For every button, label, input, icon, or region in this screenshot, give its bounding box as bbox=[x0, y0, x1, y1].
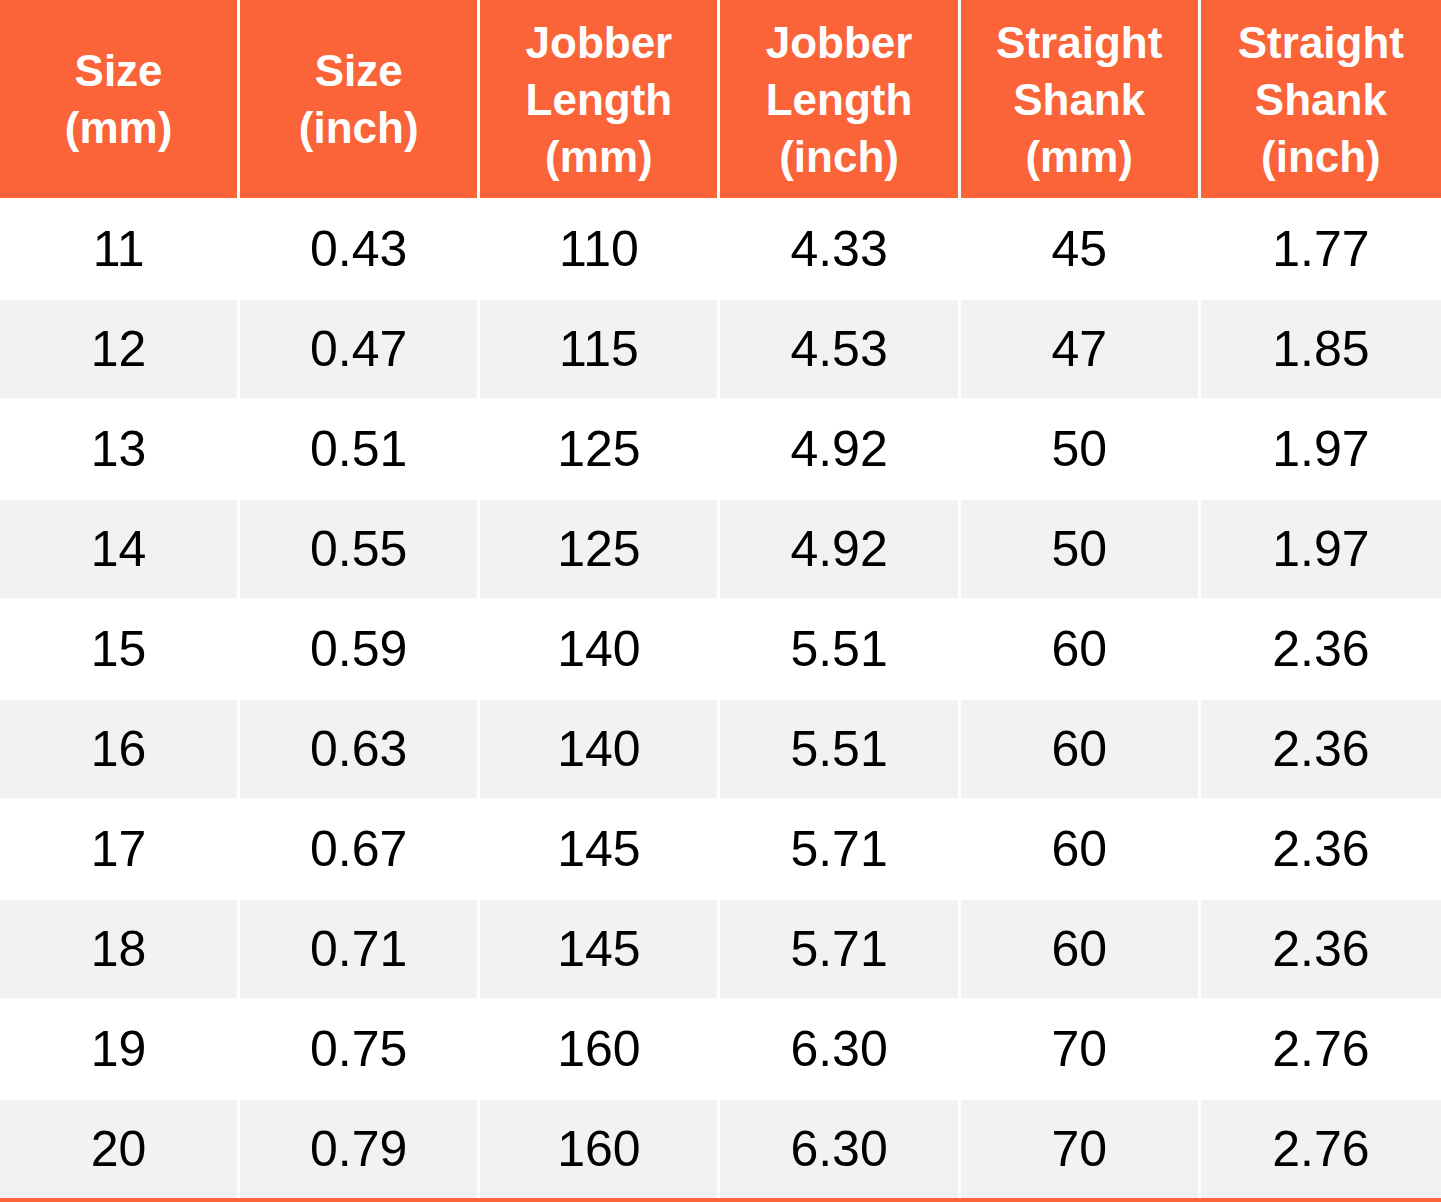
table-cell-size-mm: 19 bbox=[0, 998, 240, 1098]
table-cell-straight-shank-mm: 60 bbox=[961, 598, 1201, 698]
table-cell-jobber-length-inch: 6.30 bbox=[720, 998, 960, 1098]
table-cell-straight-shank-inch: 2.36 bbox=[1201, 698, 1441, 798]
table-cell-size-mm: 20 bbox=[0, 1098, 240, 1198]
table-cell-jobber-length-inch: 4.92 bbox=[720, 398, 960, 498]
table-cell-size-inch: 0.59 bbox=[240, 598, 480, 698]
table-cell-jobber-length-mm: 145 bbox=[480, 798, 720, 898]
table-cell-straight-shank-inch: 2.76 bbox=[1201, 1098, 1441, 1198]
table-cell-straight-shank-inch: 2.76 bbox=[1201, 998, 1441, 1098]
header-cell-jobber-length-mm: Jobber Length (mm) bbox=[480, 0, 720, 198]
table-cell-straight-shank-mm: 50 bbox=[961, 398, 1201, 498]
table-cell-jobber-length-mm: 145 bbox=[480, 898, 720, 998]
table-cell-jobber-length-mm: 110 bbox=[480, 198, 720, 298]
table-cell-jobber-length-mm: 140 bbox=[480, 698, 720, 798]
table-cell-size-inch: 0.47 bbox=[240, 298, 480, 398]
table-cell-straight-shank-mm: 45 bbox=[961, 198, 1201, 298]
header-cell-straight-shank-mm: Straight Shank (mm) bbox=[961, 0, 1201, 198]
table-cell-size-mm: 18 bbox=[0, 898, 240, 998]
table-cell-size-inch: 0.71 bbox=[240, 898, 480, 998]
table-cell-size-inch: 0.51 bbox=[240, 398, 480, 498]
table-cell-jobber-length-inch: 4.33 bbox=[720, 198, 960, 298]
table-cell-jobber-length-inch: 4.92 bbox=[720, 498, 960, 598]
table-cell-jobber-length-mm: 125 bbox=[480, 498, 720, 598]
table-cell-jobber-length-inch: 5.51 bbox=[720, 698, 960, 798]
table-cell-straight-shank-inch: 2.36 bbox=[1201, 598, 1441, 698]
table-cell-size-mm: 14 bbox=[0, 498, 240, 598]
table-cell-straight-shank-inch: 2.36 bbox=[1201, 898, 1441, 998]
table-cell-size-inch: 0.43 bbox=[240, 198, 480, 298]
table-row: 170.671455.71602.36 bbox=[0, 798, 1441, 898]
table-cell-straight-shank-inch: 2.36 bbox=[1201, 798, 1441, 898]
table-cell-jobber-length-mm: 160 bbox=[480, 1098, 720, 1198]
table-row: 120.471154.53471.85 bbox=[0, 298, 1441, 398]
table-cell-size-inch: 0.75 bbox=[240, 998, 480, 1098]
table-row: 160.631405.51602.36 bbox=[0, 698, 1441, 798]
table-body: 110.431104.33451.77120.471154.53471.8513… bbox=[0, 198, 1441, 1198]
table-cell-straight-shank-mm: 70 bbox=[961, 1098, 1201, 1198]
table-row: 180.711455.71602.36 bbox=[0, 898, 1441, 998]
table-cell-straight-shank-inch: 1.85 bbox=[1201, 298, 1441, 398]
table-cell-straight-shank-mm: 70 bbox=[961, 998, 1201, 1098]
table-cell-jobber-length-inch: 5.71 bbox=[720, 898, 960, 998]
table-cell-jobber-length-inch: 4.53 bbox=[720, 298, 960, 398]
table-cell-size-inch: 0.79 bbox=[240, 1098, 480, 1198]
table-cell-straight-shank-inch: 1.77 bbox=[1201, 198, 1441, 298]
table-cell-straight-shank-mm: 47 bbox=[961, 298, 1201, 398]
table-cell-straight-shank-inch: 1.97 bbox=[1201, 498, 1441, 598]
table-cell-jobber-length-inch: 6.30 bbox=[720, 1098, 960, 1198]
table-cell-size-inch: 0.67 bbox=[240, 798, 480, 898]
table-row: 130.511254.92501.97 bbox=[0, 398, 1441, 498]
table-cell-size-mm: 15 bbox=[0, 598, 240, 698]
table-row: 200.791606.30702.76 bbox=[0, 1098, 1441, 1198]
table-header: Size (mm)Size (inch)Jobber Length (mm)Jo… bbox=[0, 0, 1441, 198]
table-cell-straight-shank-mm: 60 bbox=[961, 898, 1201, 998]
table-cell-straight-shank-mm: 50 bbox=[961, 498, 1201, 598]
table-cell-jobber-length-mm: 125 bbox=[480, 398, 720, 498]
header-cell-size-inch: Size (inch) bbox=[240, 0, 480, 198]
table-cell-straight-shank-inch: 1.97 bbox=[1201, 398, 1441, 498]
table-cell-size-inch: 0.63 bbox=[240, 698, 480, 798]
table-cell-straight-shank-mm: 60 bbox=[961, 798, 1201, 898]
table-row: 110.431104.33451.77 bbox=[0, 198, 1441, 298]
header-cell-size-mm: Size (mm) bbox=[0, 0, 240, 198]
table-cell-jobber-length-mm: 115 bbox=[480, 298, 720, 398]
table-cell-jobber-length-inch: 5.71 bbox=[720, 798, 960, 898]
header-cell-straight-shank-inch: Straight Shank (inch) bbox=[1201, 0, 1441, 198]
table-cell-jobber-length-mm: 160 bbox=[480, 998, 720, 1098]
table-row: 150.591405.51602.36 bbox=[0, 598, 1441, 698]
header-row: Size (mm)Size (inch)Jobber Length (mm)Jo… bbox=[0, 0, 1441, 198]
table-cell-straight-shank-mm: 60 bbox=[961, 698, 1201, 798]
drill-size-conversion-table: Size (mm)Size (inch)Jobber Length (mm)Jo… bbox=[0, 0, 1441, 1202]
table-row: 190.751606.30702.76 bbox=[0, 998, 1441, 1098]
table-row: 140.551254.92501.97 bbox=[0, 498, 1441, 598]
table-cell-size-mm: 17 bbox=[0, 798, 240, 898]
table-cell-size-mm: 16 bbox=[0, 698, 240, 798]
table-cell-jobber-length-mm: 140 bbox=[480, 598, 720, 698]
table-cell-size-mm: 13 bbox=[0, 398, 240, 498]
table-cell-size-mm: 11 bbox=[0, 198, 240, 298]
header-cell-jobber-length-inch: Jobber Length (inch) bbox=[720, 0, 960, 198]
table-cell-jobber-length-inch: 5.51 bbox=[720, 598, 960, 698]
table-cell-size-mm: 12 bbox=[0, 298, 240, 398]
table-cell-size-inch: 0.55 bbox=[240, 498, 480, 598]
